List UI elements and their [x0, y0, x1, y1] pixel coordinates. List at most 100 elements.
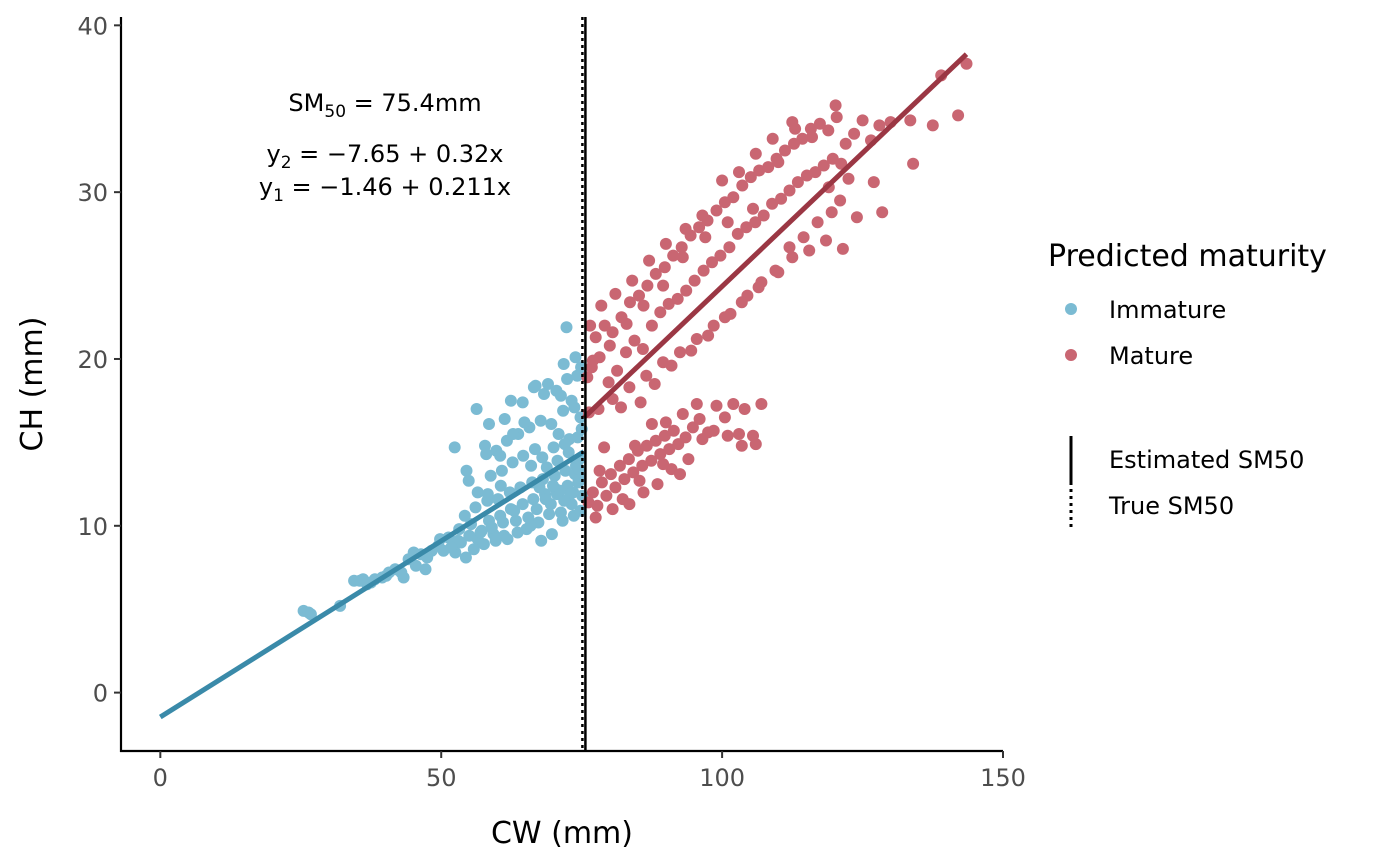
mature-point: [710, 204, 723, 217]
mature-point: [659, 416, 672, 429]
immature-point: [543, 508, 556, 521]
mature-point: [775, 192, 788, 205]
immature-point: [494, 479, 507, 492]
mature-point: [696, 433, 709, 446]
legend-true-label: True SM50: [1108, 492, 1234, 520]
mature-point: [641, 279, 654, 292]
fit-lines-layer: [158, 52, 969, 720]
eq2-annotation: y2 = −7.65 + 0.32x: [267, 140, 504, 173]
immature-point: [448, 441, 461, 454]
immature-point: [485, 521, 498, 534]
mature-point: [627, 466, 640, 479]
mature-point: [637, 299, 650, 312]
mature-point: [633, 289, 645, 302]
mature-point: [665, 359, 678, 372]
mature-point: [926, 119, 939, 132]
immature-point: [459, 551, 472, 564]
immature-point: [494, 449, 507, 462]
mature-point: [615, 401, 627, 414]
mature-point: [755, 398, 768, 410]
immature-point: [569, 351, 582, 364]
mature-point: [731, 227, 744, 240]
mature-point: [643, 254, 656, 267]
plot-area: [158, 17, 973, 751]
mature-point: [633, 474, 646, 487]
mature-point: [648, 378, 661, 390]
mature-point: [618, 473, 631, 486]
mature-point: [904, 114, 917, 127]
mature-point: [707, 424, 720, 437]
legend-mature-label: Mature: [1109, 342, 1193, 370]
immature-point: [534, 414, 547, 427]
mature-point: [727, 398, 740, 410]
mature-point: [753, 164, 766, 177]
x-tick-label: 0: [153, 764, 168, 792]
y-tick-label: 20: [77, 346, 108, 374]
mature-fit-line: [582, 52, 969, 420]
mature-point: [636, 459, 649, 472]
eq2-rest: = −7.65 + 0.32x: [292, 140, 504, 168]
immature-point: [529, 379, 542, 392]
mature-point: [598, 319, 611, 332]
mature-point: [626, 274, 639, 287]
immature-point: [575, 361, 588, 374]
y-ticks: 0 10 20 30 40: [77, 12, 121, 708]
mature-point: [693, 413, 706, 425]
mature-point: [651, 478, 664, 491]
immature-point: [463, 529, 476, 542]
immature-point: [558, 438, 571, 451]
mature-point: [595, 299, 608, 312]
mature-point: [611, 364, 624, 377]
mature-point: [797, 231, 810, 244]
x-axis-title: CW (mm): [491, 816, 633, 851]
immature-point: [506, 456, 519, 469]
mature-point: [907, 157, 920, 170]
mature-point: [679, 222, 692, 235]
mature-point: [718, 411, 731, 424]
x-ticks: 0 50 100 150: [153, 751, 1026, 792]
mature-point: [820, 234, 832, 247]
mature-point: [744, 171, 757, 184]
mature-point: [593, 464, 606, 477]
immature-point: [460, 464, 473, 477]
mature-point: [658, 429, 671, 442]
eq1-main: y: [259, 173, 273, 201]
mature-point: [706, 256, 718, 269]
mature-point: [640, 369, 653, 382]
mature-point: [595, 476, 608, 489]
mature-point: [667, 424, 680, 437]
mature-point: [602, 376, 615, 389]
immature-point: [501, 533, 514, 546]
mature-point: [757, 209, 770, 222]
immature-point: [471, 486, 484, 499]
immature-point: [467, 543, 480, 556]
mature-point: [834, 194, 847, 207]
immature-point: [522, 511, 535, 524]
mature-point: [586, 486, 599, 499]
mature-point: [839, 137, 852, 150]
immature-point: [517, 449, 530, 462]
sm50-rest: = 75.4mm: [346, 89, 482, 117]
immature-point: [470, 403, 483, 415]
mature-point: [809, 166, 822, 179]
mature-point: [822, 124, 835, 137]
y-tick-label: 10: [77, 513, 108, 541]
mature-point: [662, 297, 675, 310]
mature-point: [688, 274, 701, 287]
mature-point: [952, 109, 965, 122]
immature-point: [483, 418, 495, 430]
immature-point: [497, 516, 509, 529]
mature-point: [803, 244, 816, 257]
immature-point: [545, 418, 558, 430]
mature-point: [657, 458, 670, 471]
sm50-annotation: SM50 = 75.4mm: [288, 89, 481, 122]
mature-point: [796, 132, 809, 145]
mature-point: [686, 421, 699, 434]
mature-point: [613, 459, 626, 472]
y-tick-label: 40: [77, 12, 108, 40]
mature-point: [702, 329, 715, 342]
mature-point: [749, 438, 762, 451]
mature-point: [867, 176, 880, 189]
